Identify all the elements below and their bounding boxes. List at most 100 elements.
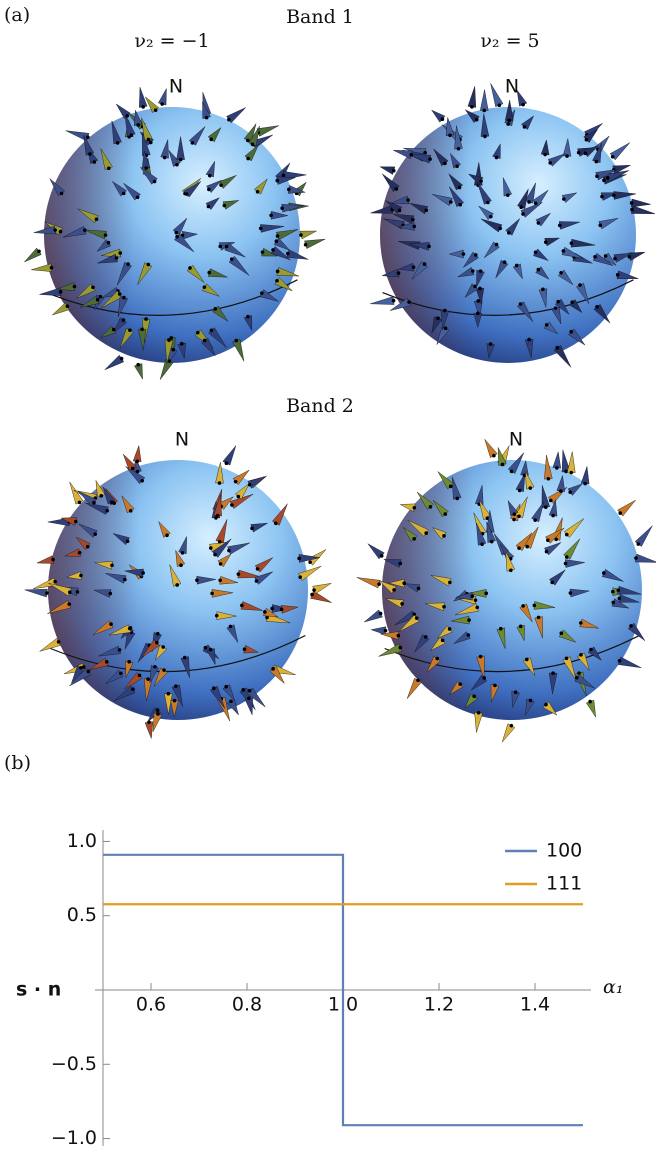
arrow-base [415, 616, 419, 620]
arrow-base [210, 329, 214, 333]
arrow [631, 199, 650, 207]
pole-label: N [175, 429, 189, 451]
arrow-base [474, 253, 478, 257]
arrow-base [490, 540, 494, 544]
arrow-base [224, 685, 228, 689]
arrow-base [218, 540, 222, 544]
arrow-base [219, 183, 223, 187]
arrow-base [229, 625, 233, 629]
arrow-base [559, 489, 563, 493]
arrow-base [519, 625, 523, 629]
pole-label: N [509, 429, 523, 451]
arrow-base [443, 512, 447, 516]
arrow-base [248, 689, 252, 693]
arrow-base [130, 133, 134, 137]
arrow-base [125, 114, 129, 118]
arrow-base [470, 105, 474, 109]
arrow [311, 591, 332, 603]
arrow-base [88, 152, 92, 156]
arrow-base [616, 588, 620, 592]
arrow-base [67, 602, 71, 606]
arrow-base [104, 233, 108, 237]
arrow-base [136, 195, 140, 199]
arrow-base [498, 227, 502, 231]
arrow [370, 297, 394, 305]
legend-label: 100 [546, 840, 582, 862]
arrow [313, 583, 332, 593]
arrow-base [173, 699, 177, 703]
arrow-base [144, 317, 148, 321]
arrow-base [156, 712, 160, 716]
arrow-base [119, 671, 123, 675]
arrow-base [280, 608, 284, 612]
arrow-base [86, 545, 90, 549]
y-tick-label: 1.0 [67, 830, 97, 852]
arrow-base [146, 263, 150, 267]
arrow-base [112, 328, 116, 332]
arrow-base [218, 245, 222, 249]
arrow-base [227, 549, 231, 553]
arrow-base [91, 285, 95, 289]
arrow-base [282, 174, 286, 178]
y-tick-label: −1.0 [51, 1127, 97, 1149]
arrow-base [501, 463, 505, 467]
arrow-base [564, 562, 568, 566]
arrow-base [191, 141, 195, 145]
arrow-base [489, 342, 493, 346]
arrow-base [255, 579, 259, 583]
x-tick-label: 1.2 [424, 994, 454, 1016]
arrow-base [537, 616, 541, 620]
arrow-base [462, 252, 466, 256]
arrow-base [109, 622, 113, 626]
arrow-base [444, 326, 448, 330]
arrow-base [429, 505, 433, 509]
arrow-base [246, 157, 250, 161]
arrow-base [196, 331, 200, 335]
arrow-base [218, 481, 222, 485]
arrow-base [118, 251, 122, 255]
arrow-base [168, 359, 172, 363]
arrow-base [397, 634, 401, 638]
arrow-base [514, 690, 518, 694]
arrow-base [136, 123, 140, 127]
arrow-base [493, 684, 497, 688]
arrow [581, 466, 589, 484]
arrow-base [417, 587, 421, 591]
arrow-base [230, 257, 234, 261]
arrow-base [593, 255, 597, 259]
arrow-base [234, 480, 238, 484]
arrow-base [95, 217, 99, 221]
arrow-base [428, 157, 432, 161]
arrow-base [579, 621, 583, 625]
arrow-base [523, 125, 527, 129]
arrow-base [92, 501, 96, 505]
y-tick-label: −0.5 [51, 1053, 97, 1075]
arrow-base [618, 511, 622, 515]
arrow-base [489, 215, 493, 219]
arrow-base [161, 645, 165, 649]
arrow-base [478, 287, 482, 291]
sphere-shade [44, 107, 300, 363]
arrow-base [467, 618, 471, 622]
arrow-base [602, 179, 606, 183]
arrow-base [165, 534, 169, 538]
arrow-base [565, 154, 569, 158]
arrow-base [629, 624, 633, 628]
arrow-base [153, 665, 157, 669]
legend-label: 111 [546, 873, 582, 895]
arrow-base [578, 283, 582, 287]
arrow-base [73, 285, 77, 289]
arrow-base [534, 201, 538, 205]
arrow-base [280, 206, 284, 210]
arrow-base [92, 160, 96, 164]
arrow-base [534, 250, 538, 254]
arrow-base [570, 241, 574, 245]
arrow [31, 264, 52, 272]
arrow-base [398, 646, 402, 650]
arrow-base [616, 273, 620, 277]
arrow-base [467, 633, 471, 637]
arrow-base [392, 588, 396, 592]
pole-label: N [169, 76, 183, 98]
arrow-base [120, 357, 124, 361]
arrow-base [519, 205, 523, 209]
